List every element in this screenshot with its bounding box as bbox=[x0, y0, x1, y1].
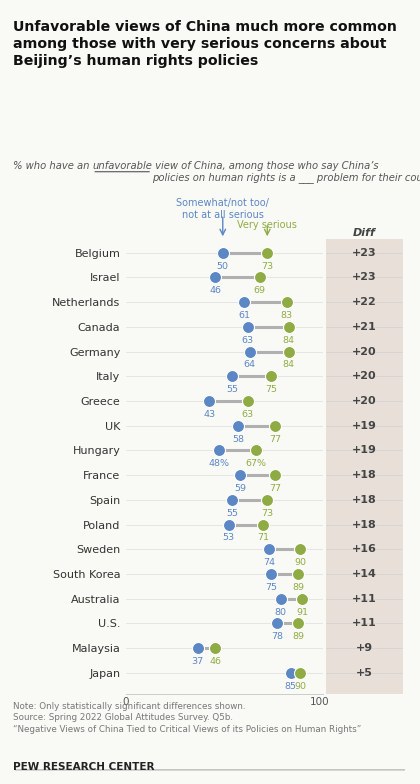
Point bbox=[219, 246, 226, 259]
Text: 55: 55 bbox=[226, 509, 239, 517]
Text: +20: +20 bbox=[352, 396, 377, 406]
Text: +18: +18 bbox=[352, 470, 377, 480]
Point bbox=[212, 271, 218, 284]
Text: 58: 58 bbox=[232, 434, 244, 444]
Text: +18: +18 bbox=[352, 520, 377, 529]
Text: Note: Only statistically significant differences shown.
Source: Spring 2022 Glob: Note: Only statistically significant dif… bbox=[13, 702, 361, 735]
Text: 83: 83 bbox=[281, 311, 293, 320]
Text: PEW RESEARCH CENTER: PEW RESEARCH CENTER bbox=[13, 762, 154, 772]
Point bbox=[295, 568, 302, 580]
Point bbox=[278, 593, 284, 605]
Text: % who have an: % who have an bbox=[13, 161, 92, 171]
Point bbox=[268, 568, 275, 580]
Text: +18: +18 bbox=[352, 495, 377, 505]
Point bbox=[229, 370, 236, 383]
Text: +14: +14 bbox=[352, 569, 377, 579]
Text: 89: 89 bbox=[292, 583, 304, 592]
Point bbox=[194, 642, 201, 655]
Text: 55: 55 bbox=[226, 385, 239, 394]
Text: 91: 91 bbox=[296, 608, 308, 616]
Text: 63: 63 bbox=[242, 336, 254, 345]
Text: 78: 78 bbox=[271, 633, 283, 641]
Point bbox=[215, 445, 222, 457]
Point bbox=[252, 445, 259, 457]
Text: unfavorable: unfavorable bbox=[92, 161, 152, 171]
Text: 77: 77 bbox=[269, 484, 281, 493]
Text: +5: +5 bbox=[356, 668, 373, 678]
Text: Very serious: Very serious bbox=[237, 220, 297, 230]
Text: +19: +19 bbox=[352, 421, 377, 430]
Text: 89: 89 bbox=[292, 633, 304, 641]
Text: 46: 46 bbox=[209, 657, 221, 666]
Text: 37: 37 bbox=[192, 657, 204, 666]
Point bbox=[295, 617, 302, 630]
Point bbox=[287, 666, 294, 679]
Point bbox=[297, 543, 304, 556]
Text: 64: 64 bbox=[244, 361, 256, 369]
Text: +23: +23 bbox=[352, 272, 377, 282]
Text: 75: 75 bbox=[265, 583, 277, 592]
Text: +19: +19 bbox=[352, 445, 377, 456]
Point bbox=[212, 642, 218, 655]
Text: 84: 84 bbox=[283, 361, 294, 369]
Text: 63: 63 bbox=[242, 410, 254, 419]
Point bbox=[229, 494, 236, 506]
Point bbox=[241, 296, 247, 308]
Text: 73: 73 bbox=[261, 509, 273, 517]
Point bbox=[297, 666, 304, 679]
Text: 67%: 67% bbox=[245, 459, 266, 468]
Point bbox=[256, 271, 263, 284]
Text: +21: +21 bbox=[352, 322, 377, 332]
Text: +11: +11 bbox=[352, 619, 377, 629]
Text: 90: 90 bbox=[294, 558, 306, 567]
Text: 84: 84 bbox=[283, 336, 294, 345]
Text: +22: +22 bbox=[352, 297, 377, 307]
Point bbox=[285, 321, 292, 333]
Point bbox=[299, 593, 305, 605]
Text: +11: +11 bbox=[352, 593, 377, 604]
Text: 61: 61 bbox=[238, 311, 250, 320]
Text: +9: +9 bbox=[356, 643, 373, 653]
Text: +23: +23 bbox=[352, 248, 377, 258]
Text: Somewhat/not too/
not at all serious: Somewhat/not too/ not at all serious bbox=[176, 198, 269, 220]
Text: +20: +20 bbox=[352, 347, 377, 357]
Point bbox=[285, 345, 292, 358]
Text: 69: 69 bbox=[254, 286, 265, 296]
Point bbox=[268, 370, 275, 383]
Point bbox=[244, 321, 251, 333]
Text: Unfavorable views of China much more common
among those with very serious concer: Unfavorable views of China much more com… bbox=[13, 20, 396, 68]
Text: 90: 90 bbox=[294, 682, 306, 691]
Text: 53: 53 bbox=[223, 533, 235, 543]
Text: 46: 46 bbox=[209, 286, 221, 296]
Point bbox=[247, 345, 253, 358]
Text: 50: 50 bbox=[217, 262, 229, 270]
Text: 73: 73 bbox=[261, 262, 273, 270]
Point bbox=[283, 296, 290, 308]
Point bbox=[235, 419, 242, 432]
Text: 75: 75 bbox=[265, 385, 277, 394]
Point bbox=[264, 246, 270, 259]
Point bbox=[244, 394, 251, 407]
Text: +20: +20 bbox=[352, 372, 377, 381]
Point bbox=[273, 617, 280, 630]
Point bbox=[264, 494, 270, 506]
Point bbox=[272, 469, 278, 481]
Text: 59: 59 bbox=[234, 484, 246, 493]
Text: view of China, among those who say China’s
policies on human rights is a ___ pro: view of China, among those who say China… bbox=[152, 161, 420, 183]
Point bbox=[266, 543, 273, 556]
Point bbox=[260, 518, 267, 531]
Text: 48%: 48% bbox=[208, 459, 229, 468]
Point bbox=[272, 419, 278, 432]
Text: +16: +16 bbox=[352, 544, 377, 554]
Text: 43: 43 bbox=[203, 410, 215, 419]
Text: 74: 74 bbox=[263, 558, 275, 567]
Text: 80: 80 bbox=[275, 608, 287, 616]
Point bbox=[237, 469, 244, 481]
Text: Diff: Diff bbox=[353, 228, 376, 238]
Text: 85: 85 bbox=[284, 682, 297, 691]
Text: 77: 77 bbox=[269, 434, 281, 444]
Text: 71: 71 bbox=[257, 533, 269, 543]
Point bbox=[225, 518, 232, 531]
Point bbox=[206, 394, 213, 407]
